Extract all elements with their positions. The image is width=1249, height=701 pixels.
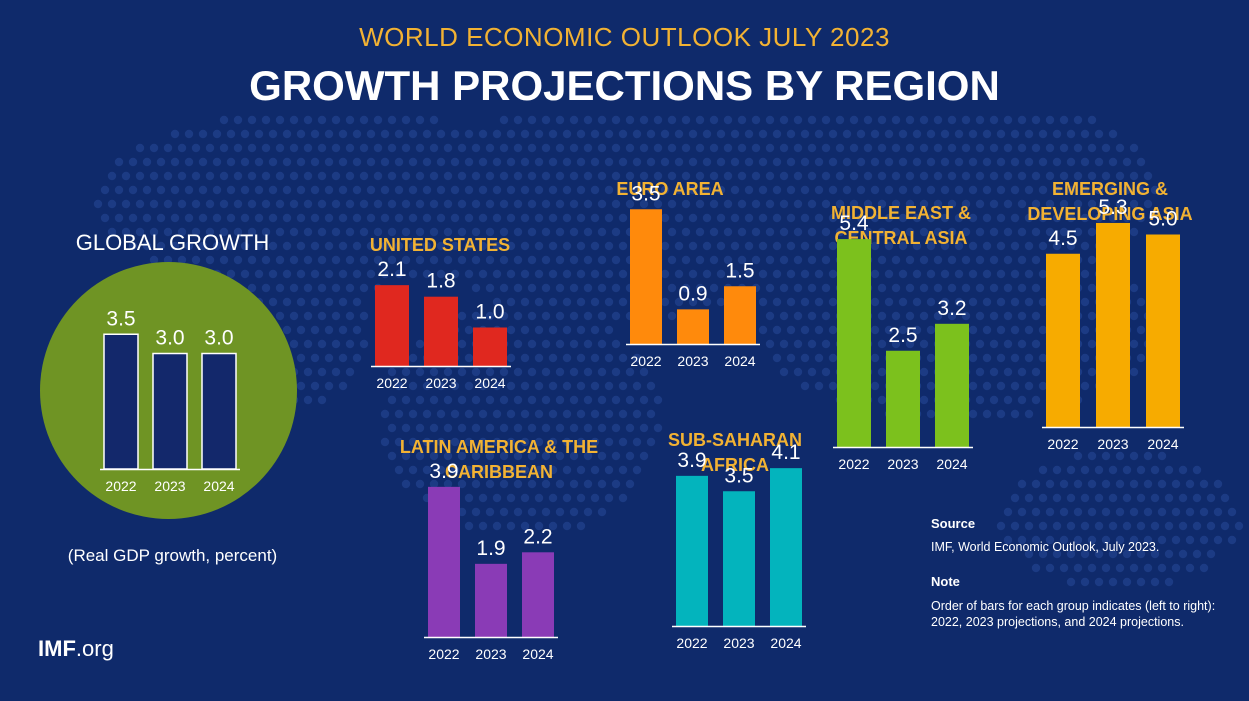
latin-america-caribbean-bar [475, 563, 507, 637]
middle-east-central-asia-title: MIDDLE EAST & CENTRAL ASIA [830, 203, 971, 248]
global-growth-value-label: 3.5 [106, 307, 135, 330]
sub-saharan-africa-bar [723, 491, 755, 626]
imf-logo[interactable]: IMF.org [38, 636, 114, 662]
sub-saharan-africa-value-label: 3.9 [677, 449, 706, 472]
middle-east-central-asia-bar [886, 350, 920, 447]
middle-east-central-asia-year-tick: 2024 [936, 456, 967, 472]
united-states-value-label: 1.8 [426, 270, 455, 293]
emerging-developing-asia-value-label: 4.5 [1048, 227, 1077, 250]
sub-saharan-africa-year-tick: 2023 [723, 635, 754, 651]
latin-america-caribbean-year-tick: 2024 [522, 646, 553, 662]
middle-east-central-asia-bar [837, 239, 871, 447]
source-label: Source [931, 516, 976, 531]
latin-america-caribbean-value-label: 2.2 [523, 525, 552, 548]
middle-east-central-asia-year-tick: 2022 [838, 456, 869, 472]
global-growth-bar [152, 352, 188, 470]
emerging-developing-asia-value-label: 5.3 [1098, 196, 1127, 219]
unit-note: (Real GDP growth, percent) [67, 546, 278, 565]
middle-east-central-asia-value-label: 5.4 [839, 212, 869, 235]
latin-america-caribbean-bar [522, 552, 554, 637]
global-growth-value-label: 3.0 [155, 327, 184, 350]
global-growth-bar [103, 333, 139, 470]
sub-saharan-africa-value-label: 4.1 [771, 441, 800, 464]
emerging-developing-asia-bar [1096, 222, 1130, 427]
logo-domain: .org [75, 636, 114, 661]
united-states-value-label: 2.1 [377, 258, 406, 281]
euro-area-year-tick: 2024 [724, 353, 755, 369]
united-states-bar [473, 327, 507, 366]
global-growth-value-label: 3.0 [204, 327, 233, 350]
euro-area-bar [677, 309, 709, 344]
united-states-value-label: 1.0 [475, 301, 504, 324]
middle-east-central-asia-year-tick: 2023 [887, 456, 918, 472]
euro-area-value-label: 0.9 [678, 282, 707, 305]
sub-saharan-africa-value-label: 3.5 [724, 464, 753, 487]
emerging-developing-asia-bar [1146, 234, 1180, 427]
emerging-developing-asia-year-tick: 2022 [1047, 436, 1078, 452]
latin-america-caribbean-year-tick: 2023 [475, 646, 506, 662]
report-kicker: WORLD ECONOMIC OUTLOOK JULY 2023 [359, 22, 890, 52]
logo-bold: IMF [38, 636, 76, 661]
sub-saharan-africa-year-tick: 2024 [770, 635, 801, 651]
united-states-year-tick: 2023 [425, 375, 456, 391]
sub-saharan-africa-year-tick: 2022 [676, 635, 707, 651]
emerging-developing-asia-bar [1046, 253, 1080, 427]
emerging-developing-asia-value-label: 5.0 [1148, 208, 1177, 231]
global-growth-title: GLOBAL GROWTH [75, 230, 270, 255]
united-states-bar [424, 296, 458, 366]
sub-saharan-africa-bar [676, 475, 708, 626]
sub-saharan-africa-title: SUB-SAHARAN AFRICA [668, 430, 802, 475]
latin-america-caribbean-title: LATIN AMERICA & THE CARIBBEAN [399, 437, 599, 482]
latin-america-caribbean-bar [428, 486, 460, 637]
global-growth-bar [201, 352, 237, 470]
global-growth-year-tick: 2024 [203, 478, 234, 494]
global-growth-year-tick: 2022 [105, 478, 136, 494]
united-states-title: UNITED STATES [369, 235, 511, 255]
source-text: IMF, World Economic Outlook, July 2023. [931, 540, 1160, 554]
middle-east-central-asia-value-label: 3.2 [937, 297, 966, 320]
euro-area-year-tick: 2022 [630, 353, 661, 369]
euro-area-bar [724, 286, 756, 344]
united-states-year-tick: 2024 [474, 375, 505, 391]
emerging-developing-asia-year-tick: 2023 [1097, 436, 1128, 452]
emerging-developing-asia-year-tick: 2024 [1147, 436, 1178, 452]
euro-area-value-label: 1.5 [725, 259, 754, 282]
euro-area-title: EURO AREA [616, 179, 724, 199]
note-label: Note [931, 574, 960, 589]
sub-saharan-africa-bar [770, 468, 802, 626]
global-growth-year-tick: 2023 [154, 478, 185, 494]
latin-america-caribbean-value-label: 3.9 [429, 460, 458, 483]
middle-east-central-asia-bar [935, 323, 969, 447]
latin-america-caribbean-value-label: 1.9 [476, 537, 505, 560]
euro-area-bar [630, 209, 662, 344]
united-states-bar [375, 285, 409, 366]
middle-east-central-asia-value-label: 2.5 [888, 324, 917, 347]
euro-area-year-tick: 2023 [677, 353, 708, 369]
euro-area-value-label: 3.5 [631, 182, 660, 205]
note-text: Order of bars for each group indicates (… [931, 599, 1216, 629]
emerging-developing-asia-title: EMERGING & DEVELOPING ASIA [1027, 179, 1193, 224]
page-title: GROWTH PROJECTIONS BY REGION [249, 62, 1000, 109]
latin-america-caribbean-year-tick: 2022 [428, 646, 459, 662]
united-states-year-tick: 2022 [376, 375, 407, 391]
